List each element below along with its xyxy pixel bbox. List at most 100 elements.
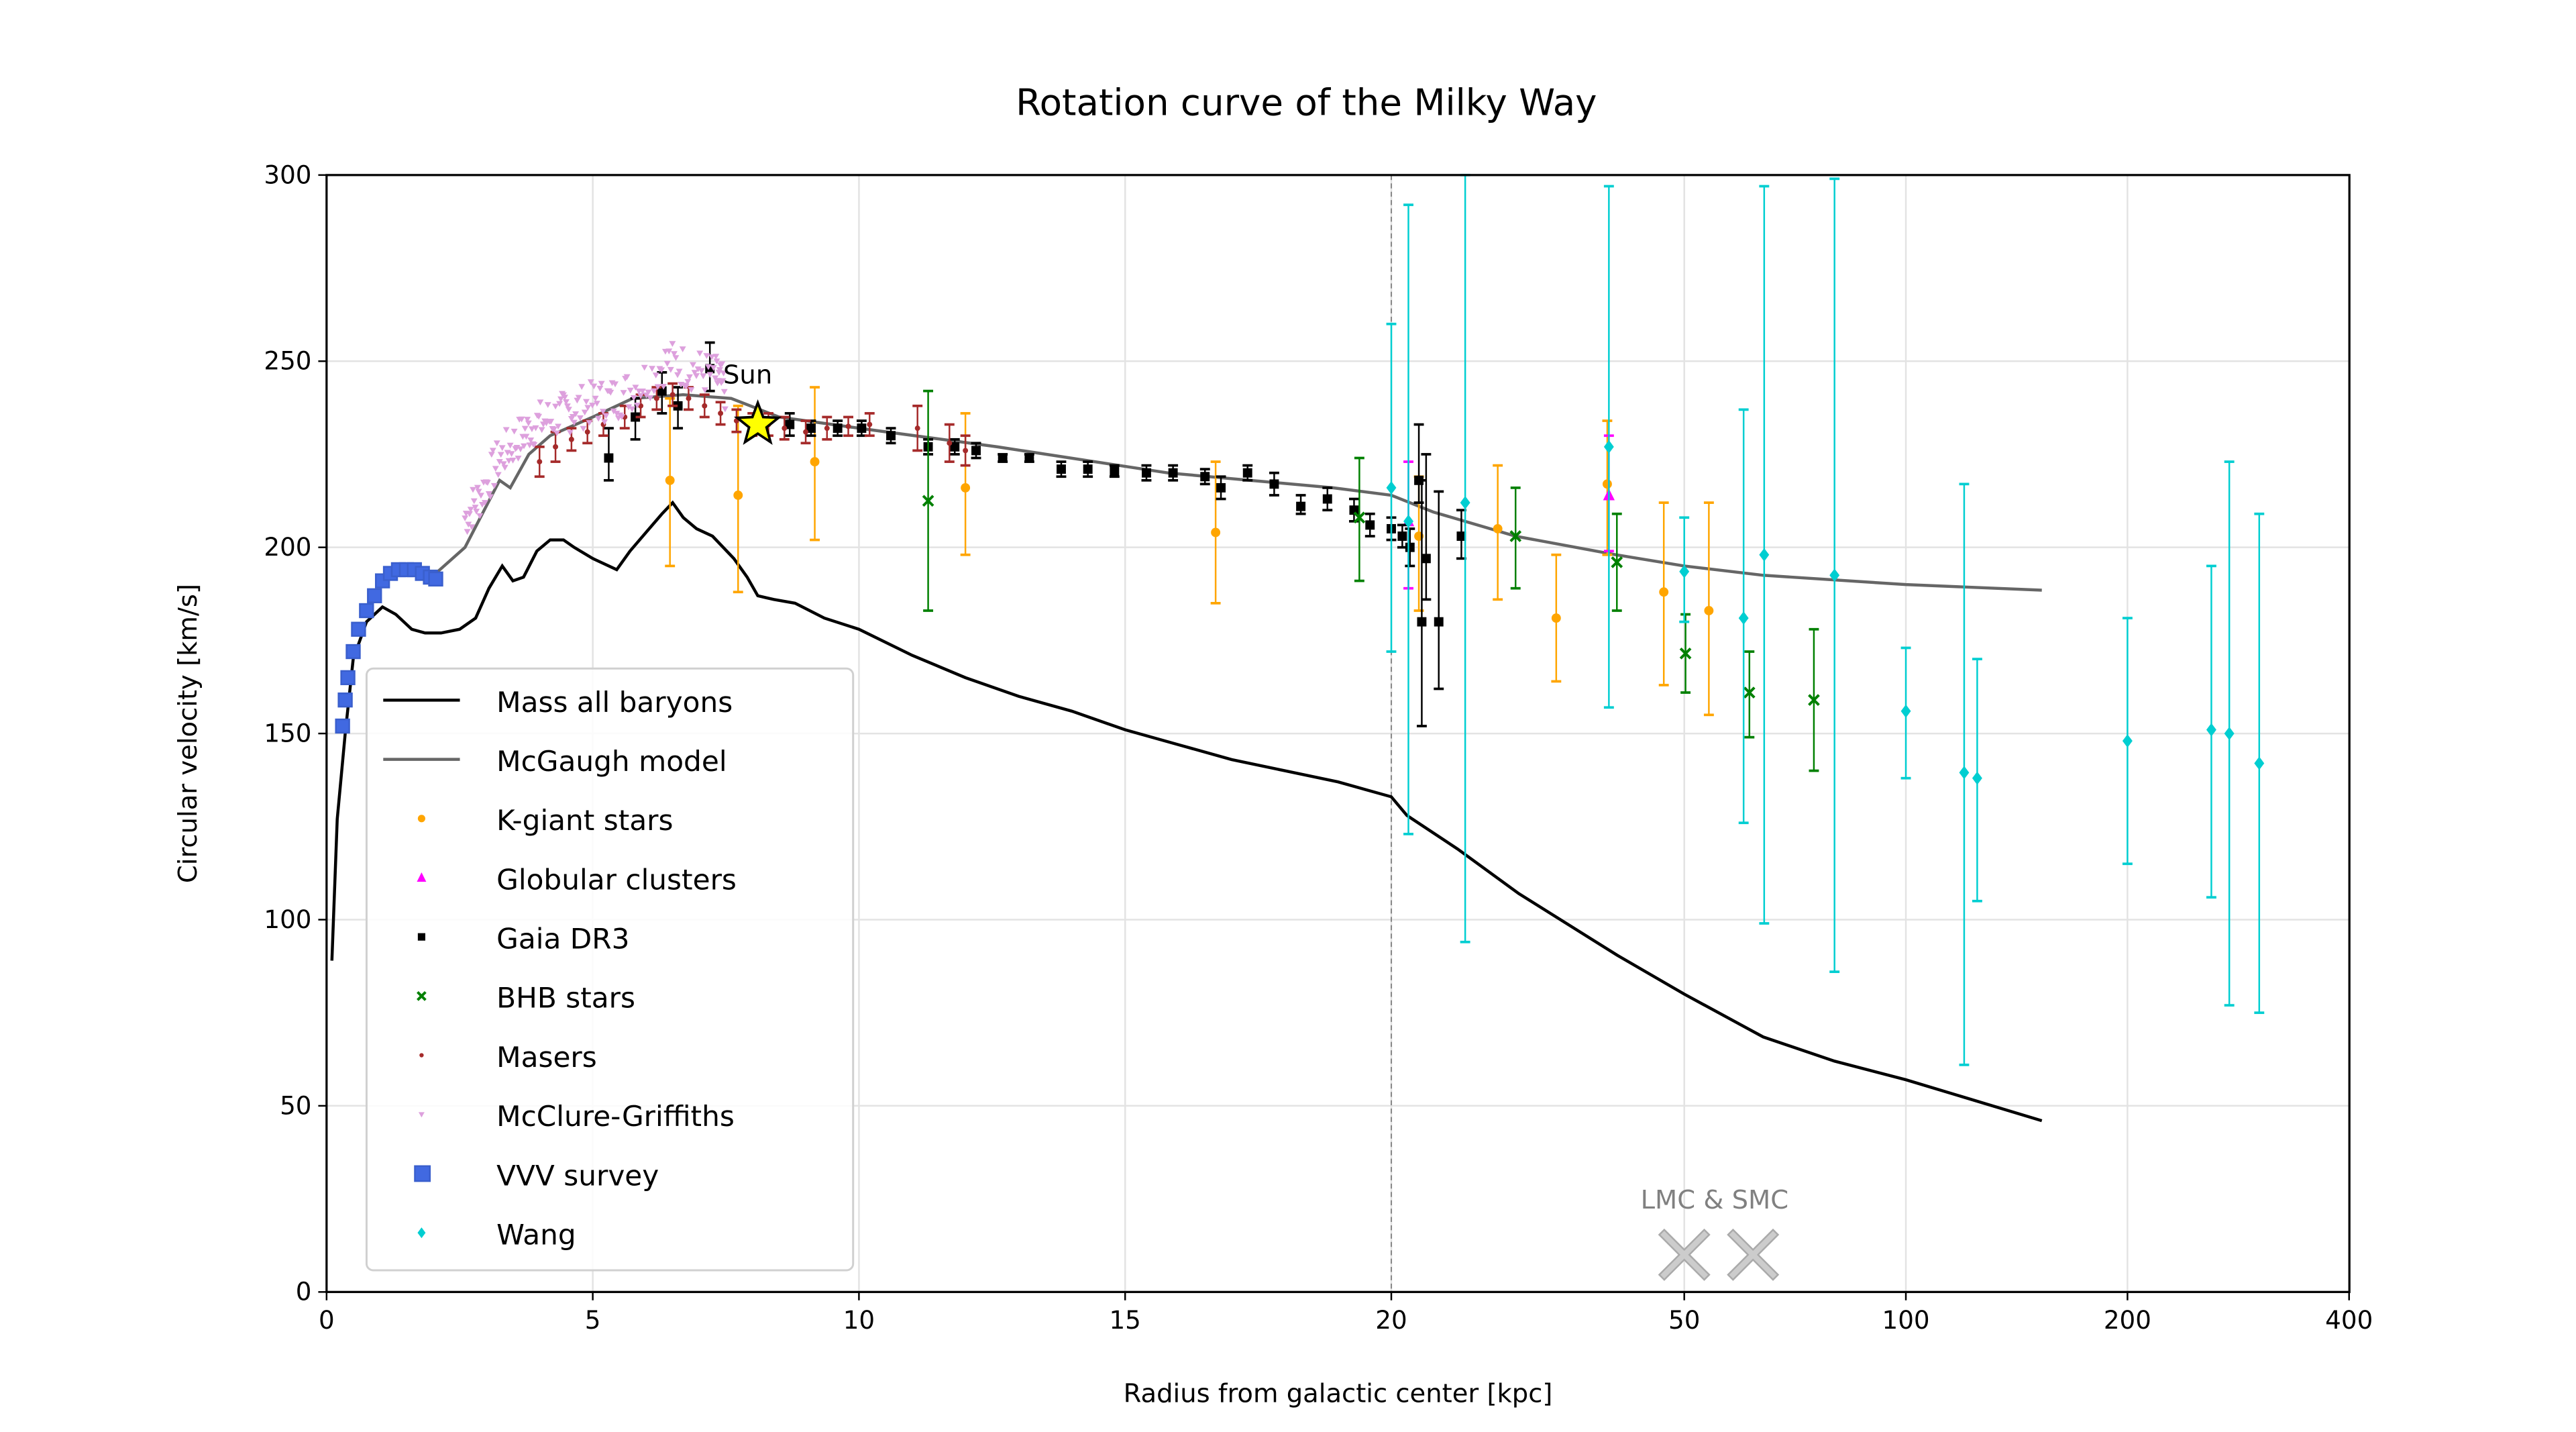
mcclure-griffiths-point: [525, 420, 532, 427]
vvv-survey-point: [340, 670, 356, 686]
masers-point: [553, 444, 559, 450]
wang-point: [1386, 480, 1397, 495]
mcclure-griffiths-point: [647, 395, 654, 401]
gaia-dr3-point: [1200, 472, 1210, 482]
mcclure-griffiths-point: [566, 429, 574, 436]
legend-label-masers: Masers: [496, 1041, 597, 1074]
mcclure-griffiths-point: [693, 373, 700, 379]
mcclure-griffiths-point: [475, 489, 482, 495]
mcclure-griffiths-point: [489, 448, 496, 454]
gaia-dr3-point: [1322, 494, 1332, 504]
mcclure-griffiths-point: [598, 380, 605, 387]
mcclure-griffiths-point: [564, 403, 571, 409]
bhb-stars-point: [1808, 694, 1820, 707]
k-giant-stars-point: [665, 475, 675, 485]
gaia-dr3-point: [1168, 468, 1178, 478]
mcclure-griffiths-point: [557, 396, 564, 403]
x-tick-label: 50: [1668, 1305, 1700, 1335]
mcclure-griffiths-point: [570, 419, 578, 426]
mcclure-griffiths-point: [494, 472, 502, 478]
bhb-stars-point: [1509, 530, 1522, 542]
bhb-stars-point: [1743, 686, 1756, 699]
gaia-dr3-point: [1456, 531, 1466, 541]
wang-point: [1738, 611, 1749, 625]
mcclure-griffiths-point: [511, 428, 518, 435]
mcclure-griffiths-point: [544, 402, 551, 408]
mcclure-griffiths-point: [686, 374, 693, 380]
masers-point: [824, 425, 830, 431]
gaia-dr3-point: [1083, 464, 1093, 474]
gaia-dr3-point: [806, 423, 816, 433]
k-giant-stars-point: [1551, 613, 1561, 623]
ticks: 0 5 10 15 20 50 100 200 400 0 50 100 150 200 250 300: [264, 160, 2373, 1335]
gaia-dr3-point: [833, 423, 843, 433]
mcclure-griffiths-point: [625, 404, 633, 411]
mcclure-griffiths-point: [619, 414, 625, 420]
mcclure-griffiths-point: [690, 362, 696, 368]
mcclure-griffiths-point: [612, 381, 619, 388]
gaia-dr3-point: [1216, 482, 1226, 493]
y-tick-label: 0: [296, 1277, 312, 1307]
mcclure-griffiths-point: [468, 524, 476, 531]
mcclure-griffiths-point: [492, 466, 499, 472]
mcclure-griffiths-point: [555, 423, 562, 430]
mcclure-griffiths-point: [650, 388, 657, 395]
mcclure-griffiths-point: [629, 406, 636, 413]
mcclure-griffiths-point: [660, 384, 667, 390]
mcclure-griffiths-point: [532, 425, 539, 431]
legend-swatch-globular-clusters: [417, 872, 427, 882]
x-tick-label: 15: [1110, 1305, 1141, 1335]
mcclure-griffiths-point: [627, 387, 634, 394]
mass-all-baryons-line: [330, 500, 2043, 1123]
x-tick-label: 100: [1882, 1305, 1929, 1335]
masers-point: [963, 448, 969, 454]
mcclure-griffiths-point: [652, 372, 659, 378]
gaia-dr3-point: [998, 453, 1008, 463]
x-tick-label: 5: [585, 1305, 601, 1335]
gaia-dr3-point: [1405, 542, 1415, 552]
masers-point: [686, 395, 692, 401]
mcclure-griffiths-point: [667, 366, 674, 373]
y-tick-label: 100: [264, 905, 311, 934]
series-mass-all-baryons: [330, 500, 2043, 1123]
mcclure-griffiths-point: [596, 385, 604, 392]
y-tick-label: 150: [264, 719, 311, 748]
vvv-survey-point: [351, 621, 366, 637]
mcclure-griffiths-point: [508, 451, 515, 457]
mcclure-griffiths-point: [700, 373, 707, 380]
masers-point: [782, 425, 788, 431]
gaia-dr3-point: [1296, 501, 1306, 511]
series-bhb-stars: [922, 389, 1820, 772]
wang-point: [1829, 568, 1840, 582]
mcclure-griffiths-point: [701, 387, 708, 393]
mcclure-griffiths-point: [665, 348, 673, 355]
mcclure-griffiths-point: [593, 401, 600, 407]
mcclure-griffiths-point: [610, 408, 617, 415]
masers-point: [653, 395, 659, 401]
k-giant-stars-point: [733, 491, 743, 500]
mcclure-griffiths-point: [710, 365, 717, 371]
mcclure-griffiths-point: [474, 484, 481, 491]
sun-label: Sun: [723, 360, 772, 390]
mcclure-griffiths-point: [498, 445, 506, 452]
mcclure-griffiths-point: [528, 426, 535, 433]
mcclure-griffiths-point: [476, 513, 484, 519]
bhb-stars-point: [1353, 511, 1366, 524]
mcclure-griffiths-point: [496, 459, 503, 465]
mcclure-griffiths-point: [576, 415, 584, 421]
gaia-dr3-point: [1024, 453, 1034, 463]
legend-label-globular-clusters: Globular clusters: [496, 863, 737, 896]
y-tick-label: 200: [264, 532, 311, 562]
y-axis-label: Circular velocity [km/s]: [173, 584, 203, 883]
mcclure-griffiths-point: [676, 368, 683, 375]
mcclure-griffiths-point: [550, 427, 557, 433]
wang-point: [1972, 771, 1982, 785]
mcclure-griffiths-point: [688, 387, 695, 393]
mcclure-griffiths-point: [712, 354, 720, 360]
mcclure-griffiths-point: [531, 442, 538, 448]
legend-label-gaia-dr3: Gaia DR3: [496, 923, 629, 956]
mcclure-griffiths-point: [592, 395, 599, 402]
gaia-dr3-point: [1349, 505, 1359, 515]
mcclure-griffiths-point: [684, 378, 692, 385]
